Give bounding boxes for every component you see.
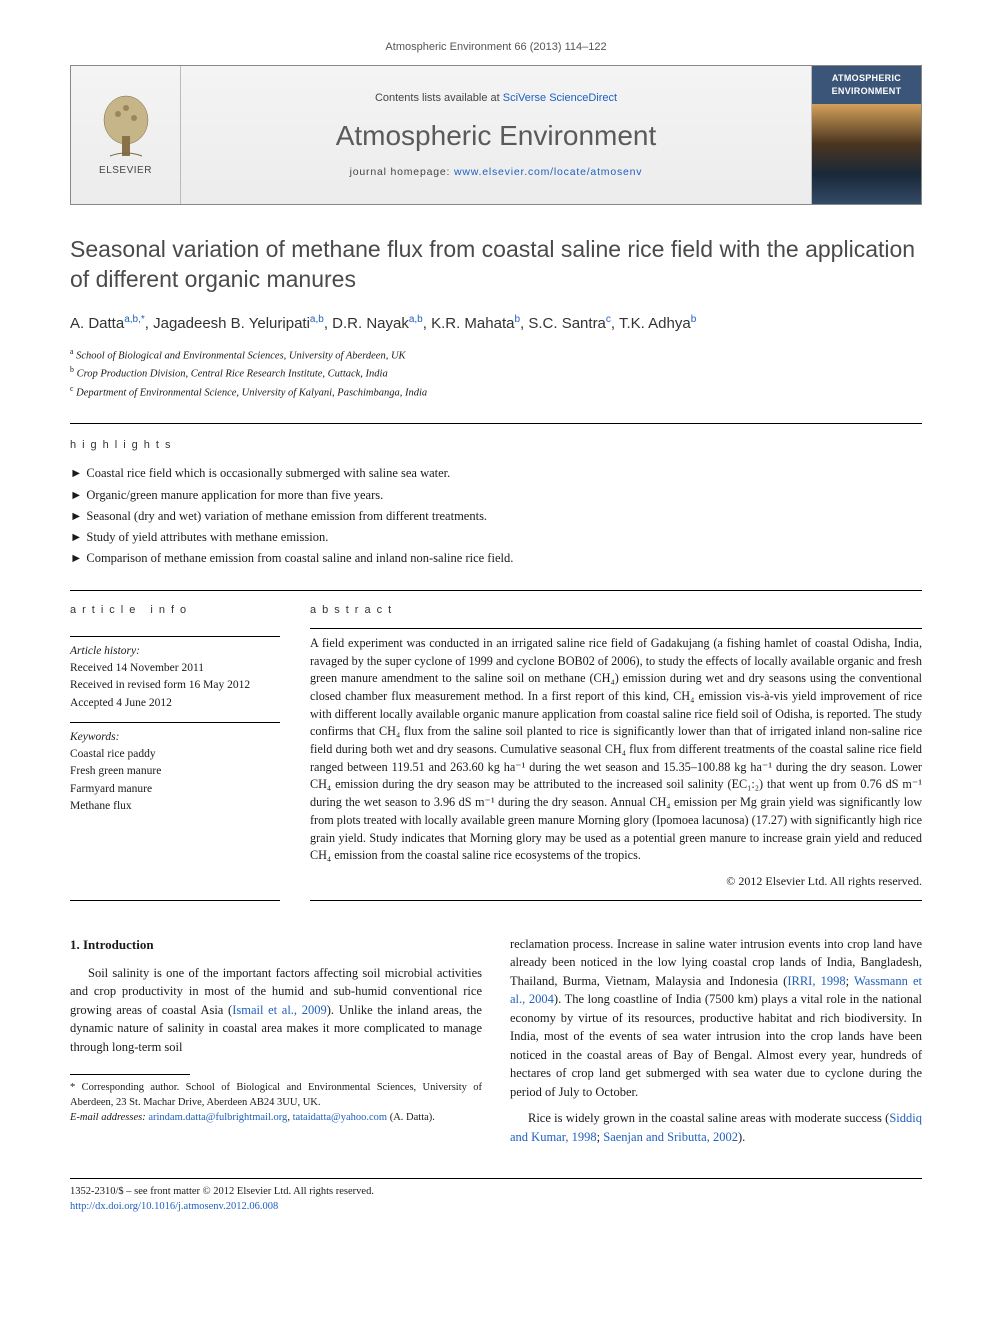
rule [310,628,922,629]
keyword: Farmyard manure [70,781,280,798]
keywords-label: Keywords: [70,729,280,746]
highlight-item: ►Comparison of methane emission from coa… [70,548,922,569]
rule [70,900,280,901]
article-info-column: article info Article history: Received 1… [70,591,280,907]
accepted-date: Accepted 4 June 2012 [70,695,280,712]
intro-para-2: reclamation process. Increase in saline … [510,935,922,1102]
abstract-heading: abstract [310,603,922,618]
text-run: ; [846,974,854,988]
received-date: Received 14 November 2011 [70,660,280,677]
affiliation: c Department of Environmental Science, U… [70,383,922,401]
rule [70,636,280,637]
intro-para-3: Rice is widely grown in the coastal sali… [510,1109,922,1146]
intro-para-1: Soil salinity is one of the important fa… [70,964,482,1057]
intro-heading: 1. Introduction [70,935,482,954]
highlights-heading: highlights [70,438,922,453]
rule [70,722,280,723]
text-run: Rice is widely grown in the coastal sali… [528,1111,889,1125]
abstract-body: A field experiment was conducted in an i… [310,635,922,865]
journal-cover-thumb: ATMOSPHERIC ENVIRONMENT [811,66,921,204]
highlight-item: ►Study of yield attributes with methane … [70,527,922,548]
text-run: ). The long coastline of India (7500 km)… [510,992,922,1099]
sciencedirect-link[interactable]: SciVerse ScienceDirect [503,92,617,104]
journal-name: Atmospheric Environment [336,116,657,155]
running-head: Atmospheric Environment 66 (2013) 114–12… [70,40,922,55]
highlight-item: ►Organic/green manure application for mo… [70,485,922,506]
article-title: Seasonal variation of methane flux from … [70,235,922,295]
citation-link[interactable]: IRRI, 1998 [787,974,845,988]
footer-left: 1352-2310/$ – see front matter © 2012 El… [70,1185,374,1214]
journal-homepage-link[interactable]: www.elsevier.com/locate/atmosenv [454,166,642,178]
abstract-copyright: © 2012 Elsevier Ltd. All rights reserved… [310,873,922,890]
keyword: Coastal rice paddy [70,746,280,763]
highlight-item: ►Seasonal (dry and wet) variation of met… [70,506,922,527]
contents-prefix: Contents lists available at [375,92,503,104]
journal-homepage-line: journal homepage: www.elsevier.com/locat… [350,165,643,180]
page-footer: 1352-2310/$ – see front matter © 2012 El… [70,1178,922,1214]
rule [310,900,922,901]
author-list: A. Dattaa,b,*, Jagadeesh B. Yeluripatia,… [70,313,922,334]
elsevier-tree-icon [96,92,156,162]
article-info-abstract-row: article info Article history: Received 1… [70,591,922,907]
highlights-list: ►Coastal rice field which is occasionall… [70,463,922,569]
cover-image [812,104,921,205]
history-label: Article history: [70,643,280,660]
publisher-name: ELSEVIER [99,164,152,178]
doi-link[interactable]: http://dx.doi.org/10.1016/j.atmosenv.201… [70,1200,374,1215]
cover-title: ATMOSPHERIC ENVIRONMENT [812,66,921,103]
email-link[interactable]: tataidatta@yahoo.com [293,1112,388,1123]
email-footnote: E-mail addresses: arindam.datta@fulbrigh… [70,1111,482,1126]
homepage-prefix: journal homepage: [350,166,454,178]
email-link[interactable]: arindam.datta@fulbrightmail.org [148,1112,287,1123]
footnote-rule [70,1074,190,1075]
publisher-logo-block: ELSEVIER [71,66,181,204]
affiliation: a School of Biological and Environmental… [70,346,922,364]
footnotes-block: * Corresponding author. School of Biolog… [70,1081,482,1125]
highlight-item: ►Coastal rice field which is occasionall… [70,463,922,484]
journal-masthead: ELSEVIER Contents lists available at Sci… [70,65,922,205]
rule [70,423,922,424]
text-run: ). [738,1130,745,1144]
affiliation-list: a School of Biological and Environmental… [70,346,922,401]
email-tail: (A. Datta). [387,1112,435,1123]
article-info-heading: article info [70,603,280,618]
front-matter-line: 1352-2310/$ – see front matter © 2012 El… [70,1185,374,1200]
keyword: Methane flux [70,798,280,815]
contents-available-line: Contents lists available at SciVerse Sci… [375,91,617,106]
affiliation: b Crop Production Division, Central Rice… [70,364,922,382]
masthead-center: Contents lists available at SciVerse Sci… [181,66,811,204]
article-history-block: Article history: Received 14 November 20… [70,643,280,712]
corresponding-author-footnote: * Corresponding author. School of Biolog… [70,1081,482,1110]
corr-label: * Corresponding author. [70,1082,179,1093]
citation-link[interactable]: Saenjan and Sributta, 2002 [603,1130,738,1144]
keyword: Fresh green manure [70,763,280,780]
revised-date: Received in revised form 16 May 2012 [70,677,280,694]
email-label: E-mail addresses: [70,1112,146,1123]
body-two-column: 1. Introduction Soil salinity is one of … [70,935,922,1155]
right-column: reclamation process. Increase in saline … [510,935,922,1155]
citation-link[interactable]: Ismail et al., 2009 [232,1003,327,1017]
left-column: 1. Introduction Soil salinity is one of … [70,935,482,1155]
abstract-column: abstract A field experiment was conducte… [310,591,922,907]
keywords-block: Keywords: Coastal rice paddyFresh green … [70,729,280,815]
